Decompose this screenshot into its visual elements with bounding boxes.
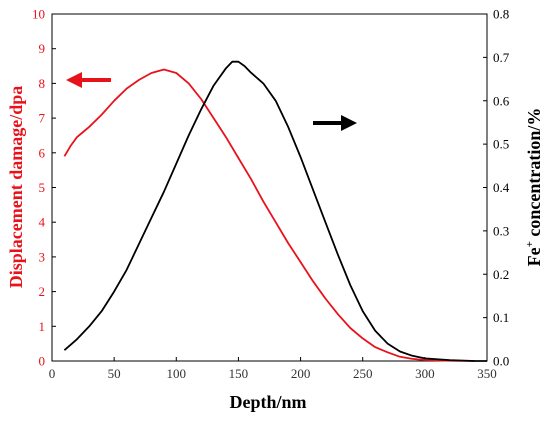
right-tick-label: 0.8: [493, 7, 509, 22]
right-tick-label: 0.3: [493, 223, 509, 238]
left-axis-arrow-head: [66, 72, 82, 88]
x-axis-title: Depth/nm: [229, 392, 306, 412]
x-tick-label: 100: [167, 366, 187, 381]
left-tick-label: 3: [39, 249, 46, 264]
right-axis-arrow-head: [341, 115, 357, 131]
x-tick-label: 150: [229, 366, 249, 381]
left-tick-label: 7: [39, 111, 46, 126]
right-tick-label: 0.6: [493, 93, 510, 108]
x-tick-label: 50: [108, 366, 121, 381]
left-tick-label: 10: [32, 7, 45, 22]
left-axis-title: Displacement damage/dpa: [6, 86, 26, 289]
x-tick-label: 250: [353, 366, 373, 381]
right-axis-title-sup: +: [524, 241, 536, 247]
right-tick-label: 0.1: [493, 310, 509, 325]
plot-frame: [51, 13, 488, 362]
right-tick-label: 0.5: [493, 137, 509, 152]
right-tick-label: 0.7: [493, 50, 510, 65]
displacement-damage-line: [63, 68, 475, 362]
left-tick-label: 4: [39, 215, 46, 230]
left-tick-label: 1: [39, 319, 46, 334]
right-axis-title-rest: concentration/%: [524, 108, 544, 241]
right-axis-title-base: Fe: [524, 247, 544, 266]
right-tick-label: 0.4: [493, 180, 510, 195]
right-axis-title: Fe+ concentration/%: [524, 108, 544, 267]
plot-area: 0 50 100 150 200 250 300 350 0 1 2 3 4 5 6 7 8 9 10 0.0 0.1 0…: [32, 7, 510, 382]
left-tick-label: 2: [39, 284, 46, 299]
x-tick-label: 0: [49, 366, 56, 381]
x-tick-label: 300: [415, 366, 435, 381]
x-tick-label: 200: [291, 366, 311, 381]
left-tick-label: 9: [39, 41, 46, 56]
right-tick-label: 0.2: [493, 267, 509, 282]
fe-concentration-line: [63, 60, 487, 362]
left-tick-label: 8: [39, 76, 46, 91]
left-tick-label: 0: [39, 354, 46, 369]
x-tick-label: 350: [477, 366, 497, 381]
left-tick-label: 5: [39, 180, 46, 195]
left-tick-label: 6: [39, 145, 46, 160]
right-tick-label: 0.0: [493, 354, 509, 369]
